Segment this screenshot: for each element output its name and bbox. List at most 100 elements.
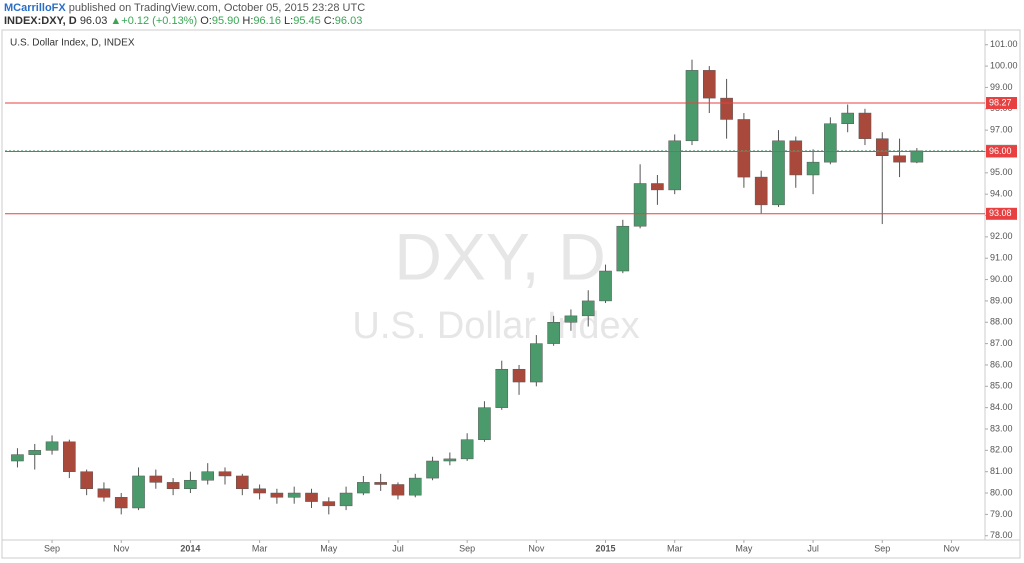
symbol: INDEX:DXY, D [4, 15, 77, 27]
ohlc-label: L: [284, 15, 294, 27]
candle-body [253, 488, 266, 494]
candle-body [754, 176, 768, 206]
ohlc-value: 96.16 [253, 15, 281, 27]
chart-title: U.S. Dollar Index, D, INDEX [10, 38, 135, 49]
author[interactable]: MCarrilloFX [4, 2, 66, 14]
x-tick-label: Jul [807, 543, 819, 553]
ohlc-label: O: [200, 15, 212, 27]
candle-body [374, 482, 387, 485]
x-tick-label: Sep [459, 543, 475, 553]
candle-body [460, 439, 474, 460]
x-tick-label: May [735, 543, 753, 553]
candle-body [114, 497, 128, 509]
candle-body [720, 97, 733, 120]
y-tick-label: 90.00 [990, 274, 1013, 284]
chart-frame [1, 29, 1021, 559]
candle-body [910, 150, 924, 163]
x-tick-label: May [320, 543, 338, 553]
candle-body [789, 140, 803, 176]
price-label: 93.08 [989, 208, 1012, 218]
watermark: DXY, D [394, 219, 606, 293]
y-tick-label: 81.00 [990, 466, 1013, 476]
y-tick-label: 88.00 [990, 317, 1013, 327]
y-tick-label: 83.00 [990, 423, 1013, 433]
y-tick-label: 84.00 [990, 402, 1013, 412]
price-label-bg [986, 207, 1017, 220]
last: 96.03 [79, 15, 108, 27]
y-tick-label: 87.00 [990, 338, 1013, 348]
header: MCarrilloFX published on TradingView.com… [0, 0, 1024, 30]
ohlc-label: C: [323, 15, 335, 27]
candle-body [841, 112, 854, 124]
candle-body [235, 475, 249, 490]
candle-body [201, 471, 215, 481]
ohlc-value: 95.45 [293, 15, 321, 27]
candle-body [599, 270, 612, 302]
candle-body [443, 458, 457, 462]
candle-body [184, 479, 197, 490]
x-tick-label: Nov [528, 543, 545, 553]
x-tick-label: Mar [667, 543, 683, 553]
x-tick-label: Nov [113, 543, 130, 553]
x-tick-label: Jul [392, 543, 404, 553]
y-tick-label: 91.00 [990, 253, 1013, 263]
y-tick-label: 100.00 [990, 60, 1018, 70]
candle-body [875, 138, 889, 156]
candle-body [149, 475, 163, 483]
x-tick-label: 2014 [180, 543, 200, 553]
candle-body [322, 501, 336, 507]
price-label-bg [986, 145, 1017, 158]
ohlc-value: 96.03 [334, 15, 363, 27]
candle-body [530, 343, 543, 383]
candle-body [97, 488, 111, 498]
candle-body [63, 441, 76, 472]
candle-body [668, 140, 682, 191]
y-tick-label: 99.00 [990, 82, 1013, 92]
candle-body [702, 70, 716, 99]
y-tick-label: 94.00 [990, 189, 1013, 199]
x-tick-label: Nov [943, 543, 960, 553]
ohlc-label: H: [242, 15, 254, 27]
candle-body [737, 119, 751, 178]
y-tick-label: 85.00 [990, 381, 1013, 391]
candle-body [478, 407, 491, 440]
candle-body [408, 477, 422, 496]
candle-body [633, 183, 647, 227]
y-tick-label: 86.00 [990, 359, 1013, 369]
candle-body [685, 70, 699, 142]
candle-body [651, 183, 664, 191]
y-tick-label: 92.00 [990, 231, 1013, 241]
candle-body [581, 300, 595, 317]
y-tick-label: 80.00 [990, 487, 1013, 497]
watermark: U.S. Dollar Index [352, 305, 639, 347]
candle-body [305, 492, 318, 502]
x-tick-label: Mar [252, 543, 268, 553]
candle-body [564, 315, 578, 323]
arrow: ▲ [110, 15, 122, 27]
candle-body [11, 454, 24, 462]
published: published on TradingView.com, October 05… [68, 2, 366, 14]
candle-body [132, 475, 145, 509]
candle-body [28, 450, 42, 455]
price-label: 98.27 [989, 97, 1012, 107]
candle-body [270, 492, 284, 498]
candle-body [858, 112, 872, 139]
candle-body [339, 492, 353, 507]
ohlc-value: 95.90 [211, 15, 240, 27]
candle-body [218, 471, 232, 477]
price-label: 96.00 [989, 146, 1012, 156]
y-tick-label: 97.00 [990, 125, 1013, 135]
y-tick-label: 78.00 [990, 530, 1013, 540]
x-tick-label: Sep [44, 543, 60, 553]
candle-body [45, 441, 59, 451]
price-label-bg [986, 97, 1017, 110]
y-tick-label: 89.00 [990, 295, 1013, 305]
candle-body [824, 123, 837, 163]
candle-body [806, 161, 820, 176]
candle-body [391, 484, 405, 496]
candle-body [616, 225, 630, 272]
change: +0.12 (+0.13%) [121, 15, 198, 27]
candle-body [495, 368, 509, 408]
y-tick-label: 95.00 [990, 167, 1013, 177]
